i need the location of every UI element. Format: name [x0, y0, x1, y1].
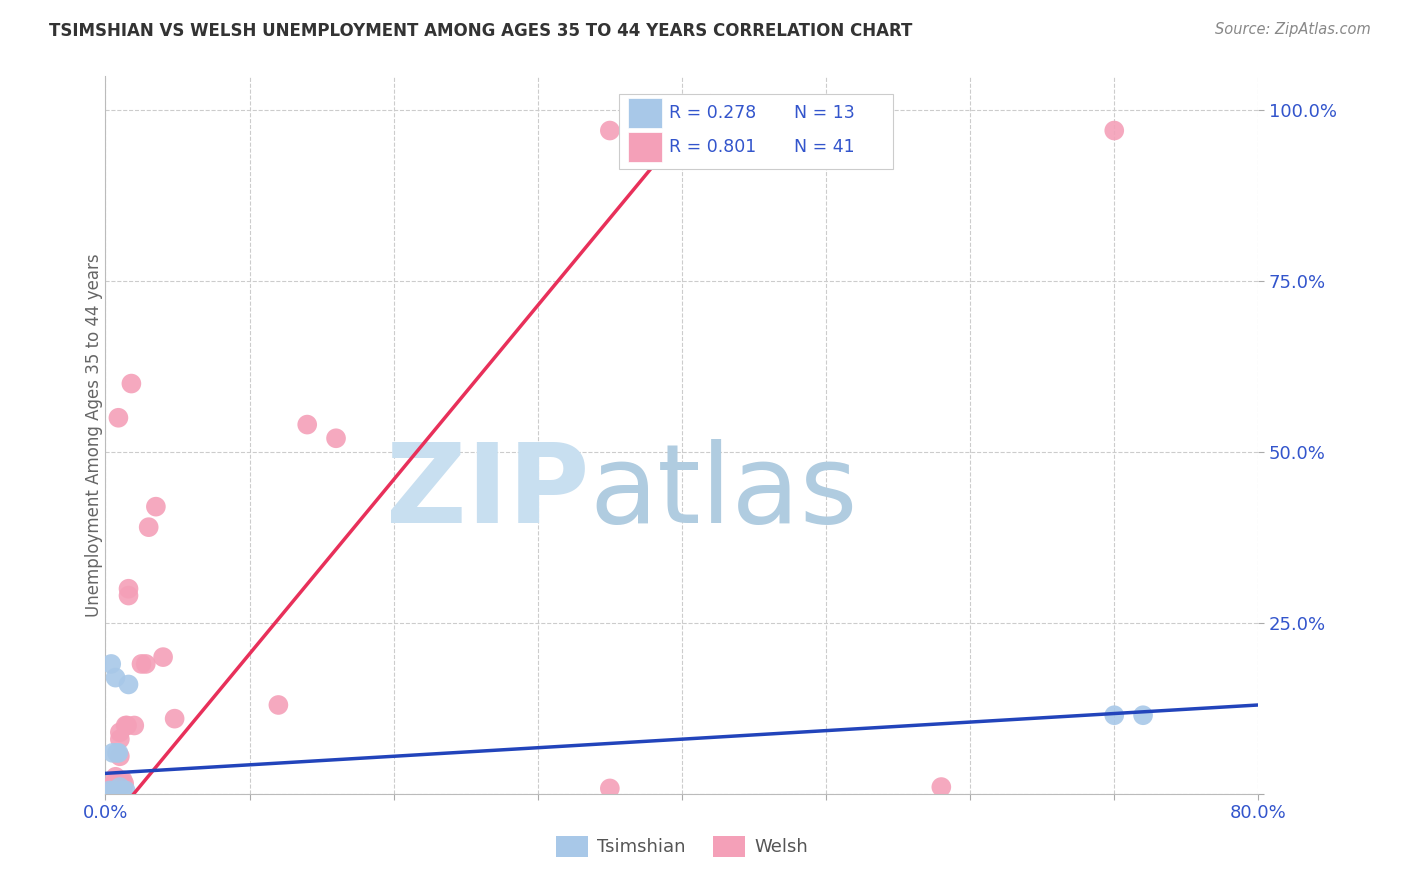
Legend: Tsimshian, Welsh: Tsimshian, Welsh [548, 829, 815, 863]
Point [163, 712, 186, 726]
Point [103, 780, 125, 794]
Point [117, 677, 139, 691]
Point [111, 783, 134, 797]
Point [108, 749, 131, 764]
Point [131, 657, 153, 671]
Point [152, 650, 174, 665]
Point [115, 718, 138, 732]
Point [101, 779, 124, 793]
Point [104, 770, 127, 784]
Point [101, 783, 124, 797]
Point [145, 500, 167, 514]
Point [107, 746, 129, 760]
Point [108, 732, 131, 747]
Point [267, 698, 290, 712]
Text: ZIP: ZIP [387, 439, 589, 546]
Point [931, 780, 953, 794]
Text: atlas: atlas [589, 439, 858, 546]
Point [1132, 708, 1154, 723]
Point [103, 776, 125, 791]
Point [97, 783, 120, 797]
Point [114, 718, 136, 732]
Point [111, 773, 134, 788]
Point [325, 431, 347, 445]
Point [112, 776, 135, 791]
Y-axis label: Unemployment Among Ages 35 to 44 years: Unemployment Among Ages 35 to 44 years [86, 253, 103, 616]
Point [124, 718, 146, 732]
Point [120, 376, 142, 391]
Point [105, 783, 128, 797]
Point [1102, 123, 1125, 137]
Point [101, 746, 124, 760]
Point [105, 746, 128, 760]
Point [138, 520, 160, 534]
Text: N = 41: N = 41 [794, 138, 855, 156]
Point [100, 783, 122, 797]
Text: N = 13: N = 13 [794, 104, 855, 122]
Point [104, 779, 127, 793]
Point [105, 774, 128, 789]
Point [599, 123, 621, 137]
Point [98, 780, 121, 794]
Point [103, 783, 125, 797]
Point [1102, 708, 1125, 723]
Point [107, 779, 129, 793]
Point [108, 725, 131, 739]
Point [108, 780, 131, 794]
Point [114, 783, 136, 797]
Point [107, 410, 129, 425]
Point [98, 783, 121, 797]
Point [117, 582, 139, 596]
Point [104, 671, 127, 685]
Point [96, 785, 118, 799]
Point [98, 783, 121, 797]
Point [117, 589, 139, 603]
Point [100, 657, 122, 671]
Text: Source: ZipAtlas.com: Source: ZipAtlas.com [1215, 22, 1371, 37]
Text: TSIMSHIAN VS WELSH UNEMPLOYMENT AMONG AGES 35 TO 44 YEARS CORRELATION CHART: TSIMSHIAN VS WELSH UNEMPLOYMENT AMONG AG… [49, 22, 912, 40]
Point [599, 781, 621, 796]
Text: R = 0.801: R = 0.801 [669, 138, 756, 156]
Point [110, 776, 132, 791]
Text: R = 0.278: R = 0.278 [669, 104, 756, 122]
Point [100, 781, 122, 796]
Point [135, 657, 157, 671]
Point [297, 417, 319, 432]
